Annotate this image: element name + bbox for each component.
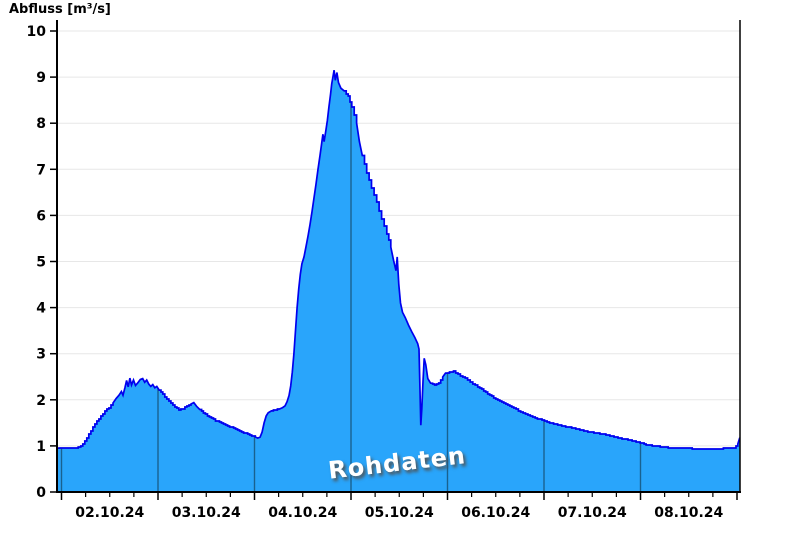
y-tick-label: 3 [36,347,46,363]
y-tick-label: 6 [36,208,46,224]
y-tick-label: 0 [36,485,46,501]
y-tick-label: 7 [36,162,46,178]
y-tick-label: 4 [36,301,46,317]
y-axis-title: Abfluss [m³/s] [9,2,111,17]
y-tick-label: 8 [36,116,46,132]
x-tick-label: 07.10.24 [558,505,627,521]
y-tick-label: 9 [36,70,46,86]
series-line [57,70,741,450]
y-tick-label: 1 [36,439,46,455]
x-tick-label: 04.10.24 [268,505,337,521]
x-tick-label: 06.10.24 [461,505,530,521]
x-tick-label: 05.10.24 [365,505,434,521]
y-tick-label: 10 [27,24,47,40]
x-tick-label: 02.10.24 [75,505,144,521]
y-tick-label: 5 [36,255,46,271]
x-tick-label: 03.10.24 [172,505,241,521]
x-tick-label: 08.10.24 [654,505,723,521]
y-tick-label: 2 [36,393,46,409]
